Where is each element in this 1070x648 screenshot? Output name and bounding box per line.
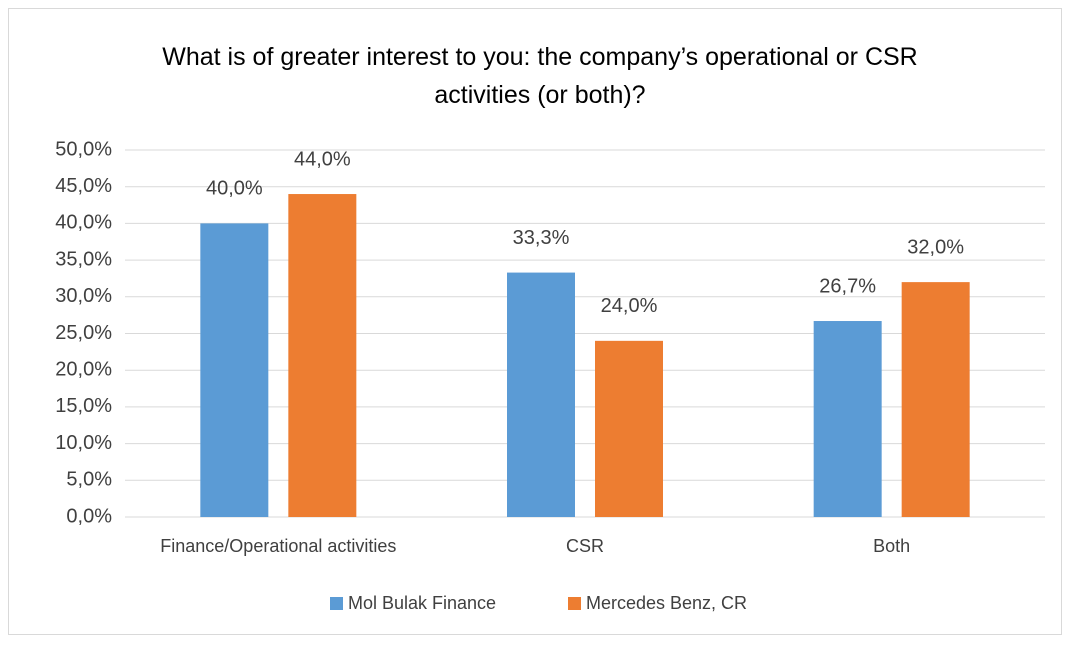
x-tick-label: Finance/Operational activities [160,536,396,556]
y-tick-label: 50,0% [55,138,112,160]
x-tick-label: CSR [566,536,604,556]
bar [200,223,269,517]
y-tick-label: 10,0% [55,432,112,454]
data-label: 44,0% [294,148,351,170]
legend-swatch [330,597,343,610]
y-tick-label: 25,0% [55,322,112,344]
y-tick-label: 45,0% [55,175,112,197]
bar [507,272,575,517]
bar [901,282,970,517]
y-tick-label: 5,0% [66,469,112,491]
bar [595,340,663,517]
bar [288,194,357,518]
data-label: 26,7% [819,275,876,297]
y-tick-label: 40,0% [55,212,112,234]
data-label: 40,0% [206,178,263,200]
y-tick-label: 20,0% [55,358,112,380]
chart-title: What is of greater interest to you: the … [162,43,918,109]
x-tick-label: Both [873,536,910,556]
data-label: 32,0% [907,236,964,258]
y-tick-label: 15,0% [55,395,112,417]
data-label: 33,3% [513,227,570,249]
legend-label: Mercedes Benz, CR [586,593,747,613]
y-tick-label: 35,0% [55,248,112,270]
legend-label: Mol Bulak Finance [348,593,496,613]
y-tick-label: 0,0% [66,505,112,527]
bar [813,321,882,517]
data-label: 24,0% [601,295,658,317]
y-tick-label: 30,0% [55,285,112,307]
legend-swatch [568,597,581,610]
